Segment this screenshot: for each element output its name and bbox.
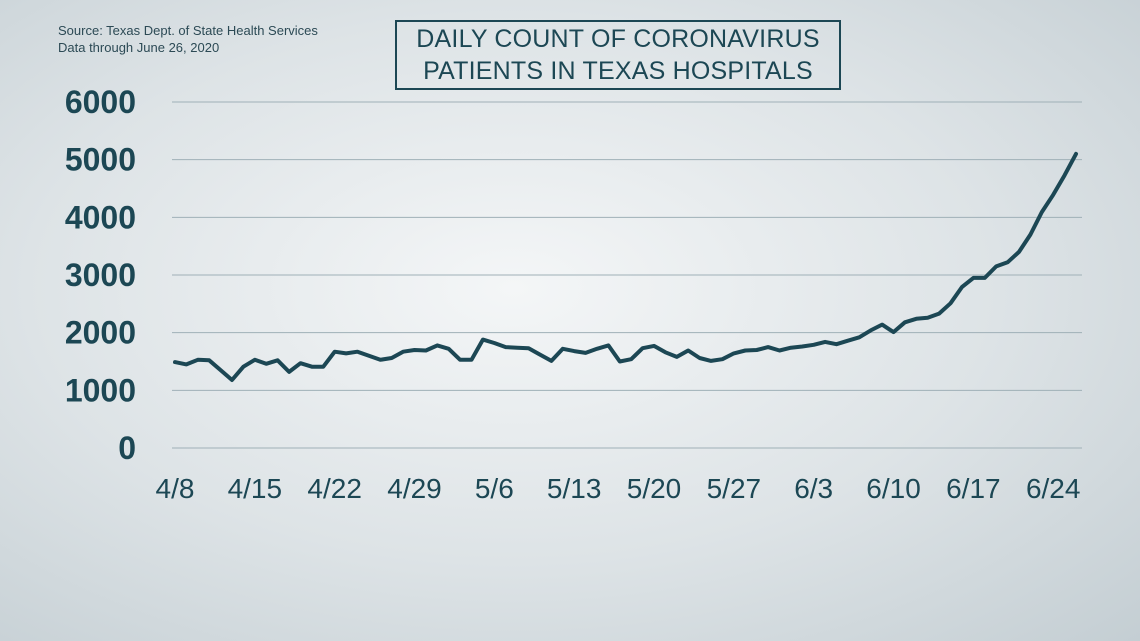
x-tick-label: 5/6: [475, 473, 514, 504]
x-tick-label: 6/17: [946, 473, 1001, 504]
x-tick-label: 5/27: [707, 473, 762, 504]
y-tick-label: 6000: [65, 84, 136, 120]
y-tick-label: 5000: [65, 142, 136, 178]
series-line: [173, 151, 1078, 382]
x-tick-label: 5/13: [547, 473, 602, 504]
x-tick-label: 4/29: [387, 473, 442, 504]
x-tick-label: 5/20: [627, 473, 682, 504]
data-date-line: Data through June 26, 2020: [58, 40, 220, 55]
x-tick-label: 4/22: [307, 473, 362, 504]
y-tick-label: 3000: [65, 257, 136, 293]
y-tick-label: 0: [118, 430, 136, 466]
chart-title-line-2: PATIENTS IN TEXAS HOSPITALS: [423, 57, 813, 85]
x-tick-label: 4/8: [156, 473, 195, 504]
chart-title-line-1: DAILY COUNT OF CORONAVIRUS: [416, 25, 820, 53]
x-tick-label: 6/10: [866, 473, 921, 504]
x-tick-label: 6/3: [794, 473, 833, 504]
y-tick-label: 1000: [65, 372, 136, 408]
x-axis-ticks: 4/8 4/15 4/22 4/29 5/6 5/13 5/20 5/27 6/3 6/10 6/1…: [156, 473, 1081, 504]
x-tick-label: 4/15: [228, 473, 283, 504]
y-tick-label: 4000: [65, 199, 136, 235]
gridlines: [172, 101, 1082, 449]
x-tick-label: 6/24: [1026, 473, 1081, 504]
chart-title: DAILY COUNT OF CORONAVIRUS PATIENTS IN T…: [395, 20, 841, 90]
y-axis-ticks: 0 1000 2000 3000 4000 5000 6000: [65, 84, 136, 466]
y-tick-label: 2000: [65, 315, 136, 351]
source-note: Source: Texas Dept. of State Health Serv…: [58, 22, 318, 56]
source-line: Source: Texas Dept. of State Health Serv…: [58, 23, 318, 38]
